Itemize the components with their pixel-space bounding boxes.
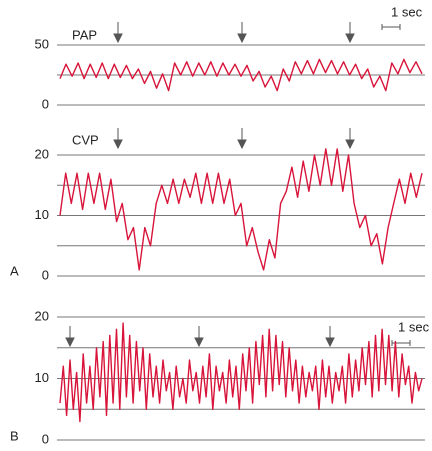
y-tick-label: 10: [35, 370, 49, 385]
trace: [59, 322, 423, 423]
trace-label: PAP: [72, 27, 97, 42]
y-tick-label: 10: [35, 207, 49, 222]
trace: [59, 148, 423, 271]
y-tick-label: 20: [35, 308, 49, 323]
trace-label: CVP: [72, 132, 99, 147]
scale-label: 1 sec: [391, 4, 423, 19]
y-tick-label: 0: [42, 267, 49, 282]
arrows: [65, 22, 411, 348]
y-tick-label: 20: [35, 146, 49, 161]
scale-label: 1 sec: [398, 319, 430, 334]
y-tick-label: 50: [35, 36, 49, 51]
y-tick-label: 0: [42, 96, 49, 111]
y-tick-label: 0: [42, 431, 49, 446]
panel-label: A: [10, 263, 19, 278]
trace: [59, 58, 423, 92]
panel-label: B: [10, 428, 19, 443]
